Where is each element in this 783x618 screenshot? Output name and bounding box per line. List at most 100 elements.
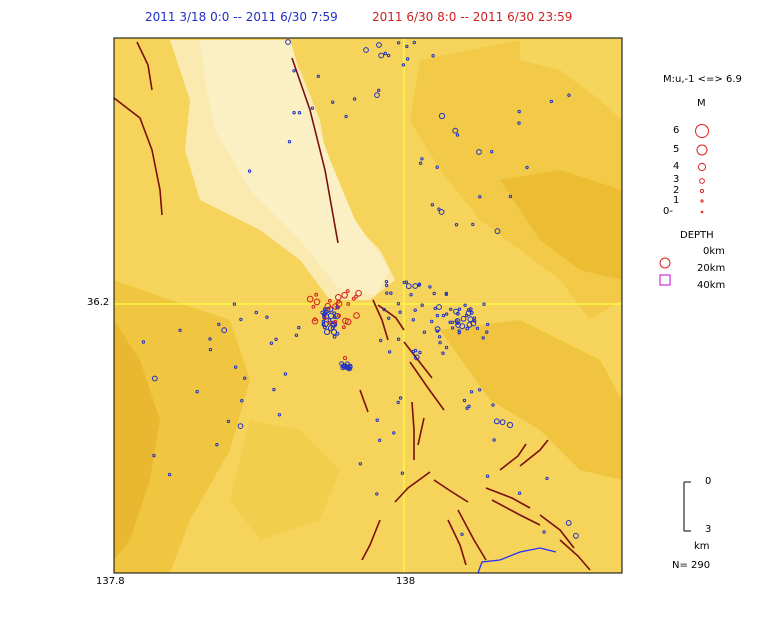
- event-blue: [491, 403, 495, 407]
- event-blue: [466, 308, 471, 312]
- event-blue: [375, 418, 379, 422]
- event-blue: [567, 93, 571, 97]
- event-blue: [376, 42, 382, 48]
- event-blue: [444, 292, 449, 296]
- event-blue: [430, 319, 434, 324]
- m-level-5: 5: [673, 144, 680, 155]
- period-red: 2011 6/30 8:0 -- 2011 6/30 23:59: [372, 10, 573, 24]
- event-blue: [413, 354, 420, 361]
- event-blue: [436, 304, 443, 310]
- event-blue: [454, 223, 459, 227]
- event-blue: [297, 325, 301, 330]
- event-blue: [438, 112, 446, 120]
- event-blue: [208, 347, 213, 352]
- event-blue: [438, 340, 442, 345]
- event-blue: [506, 421, 514, 429]
- scale-top: 0: [705, 476, 712, 487]
- event-blue: [217, 322, 221, 327]
- event-blue: [363, 47, 369, 53]
- event-blue: [413, 308, 417, 312]
- event-blue: [405, 57, 410, 61]
- lat-mid-label: 36.2: [87, 297, 110, 308]
- scale-bar: [683, 481, 691, 532]
- event-blue: [448, 320, 452, 324]
- event-blue: [332, 334, 337, 339]
- event-blue: [494, 228, 501, 235]
- boundary-line: [477, 547, 557, 574]
- event-red: [346, 302, 351, 306]
- event-blue: [475, 326, 480, 330]
- m6-symbol: [695, 124, 709, 138]
- event-blue: [420, 157, 424, 161]
- event-blue: [477, 388, 482, 392]
- event-blue: [441, 351, 445, 355]
- event-blue: [490, 150, 494, 154]
- event-blue: [435, 313, 440, 318]
- event-blue: [358, 462, 363, 466]
- event-red: [341, 292, 348, 299]
- event-blue: [517, 109, 521, 114]
- event-blue: [428, 285, 432, 289]
- event-blue: [467, 316, 474, 323]
- event-blue: [437, 335, 442, 339]
- event-blue: [327, 312, 335, 319]
- event-blue: [409, 293, 413, 297]
- event-blue: [418, 161, 423, 165]
- event-blue: [462, 398, 467, 403]
- event-red: [345, 289, 350, 293]
- event-blue: [485, 474, 490, 478]
- event-blue: [422, 330, 427, 334]
- event-blue: [396, 337, 401, 341]
- event-blue: [465, 310, 472, 317]
- event-blue: [254, 310, 258, 315]
- event-blue: [316, 74, 320, 79]
- map-frame: [113, 37, 623, 574]
- event-blue: [195, 389, 199, 394]
- event-blue: [379, 338, 383, 343]
- depth-20-symbol: [659, 257, 671, 269]
- event-blue: [444, 312, 449, 316]
- event-blue: [434, 326, 441, 333]
- event-blue: [454, 318, 461, 324]
- event-blue: [208, 337, 212, 341]
- event-blue: [430, 203, 435, 207]
- event-blue: [396, 302, 401, 306]
- event-blue: [460, 315, 467, 322]
- event-red: [342, 317, 349, 325]
- m-level-1: 1: [673, 195, 680, 206]
- event-blue: [396, 400, 400, 405]
- event-blue: [486, 322, 490, 327]
- event-blue: [466, 321, 473, 328]
- event-blue: [331, 322, 335, 327]
- event-blue: [374, 92, 380, 98]
- m-level-6: 6: [673, 125, 680, 136]
- event-blue: [398, 396, 403, 400]
- depth-legend-symbols: [659, 257, 671, 286]
- event-blue: [457, 307, 462, 311]
- depth-40-symbol: [659, 274, 671, 286]
- event-blue: [386, 53, 391, 58]
- event-blue: [472, 319, 477, 323]
- event-blue: [239, 317, 243, 322]
- event-blue: [412, 40, 416, 45]
- event-blue: [405, 283, 412, 290]
- event-blue: [471, 222, 475, 227]
- event-blue: [467, 404, 471, 408]
- event-blue: [321, 322, 326, 327]
- event-blue: [444, 345, 449, 350]
- m2-symbol: [699, 188, 705, 194]
- event-blue: [481, 336, 485, 340]
- event-blue: [277, 413, 282, 417]
- event-blue: [387, 316, 391, 320]
- event-blue: [322, 307, 327, 312]
- event-blue: [375, 492, 379, 496]
- event-blue: [452, 127, 459, 134]
- event-red: [322, 316, 327, 321]
- event-blue: [269, 341, 274, 345]
- event-blue: [465, 406, 469, 410]
- terrain: [114, 38, 622, 573]
- event-blue: [453, 308, 459, 315]
- event-blue: [292, 111, 296, 115]
- magnitude-range: M:u,-1 <=> 6.9: [663, 74, 742, 85]
